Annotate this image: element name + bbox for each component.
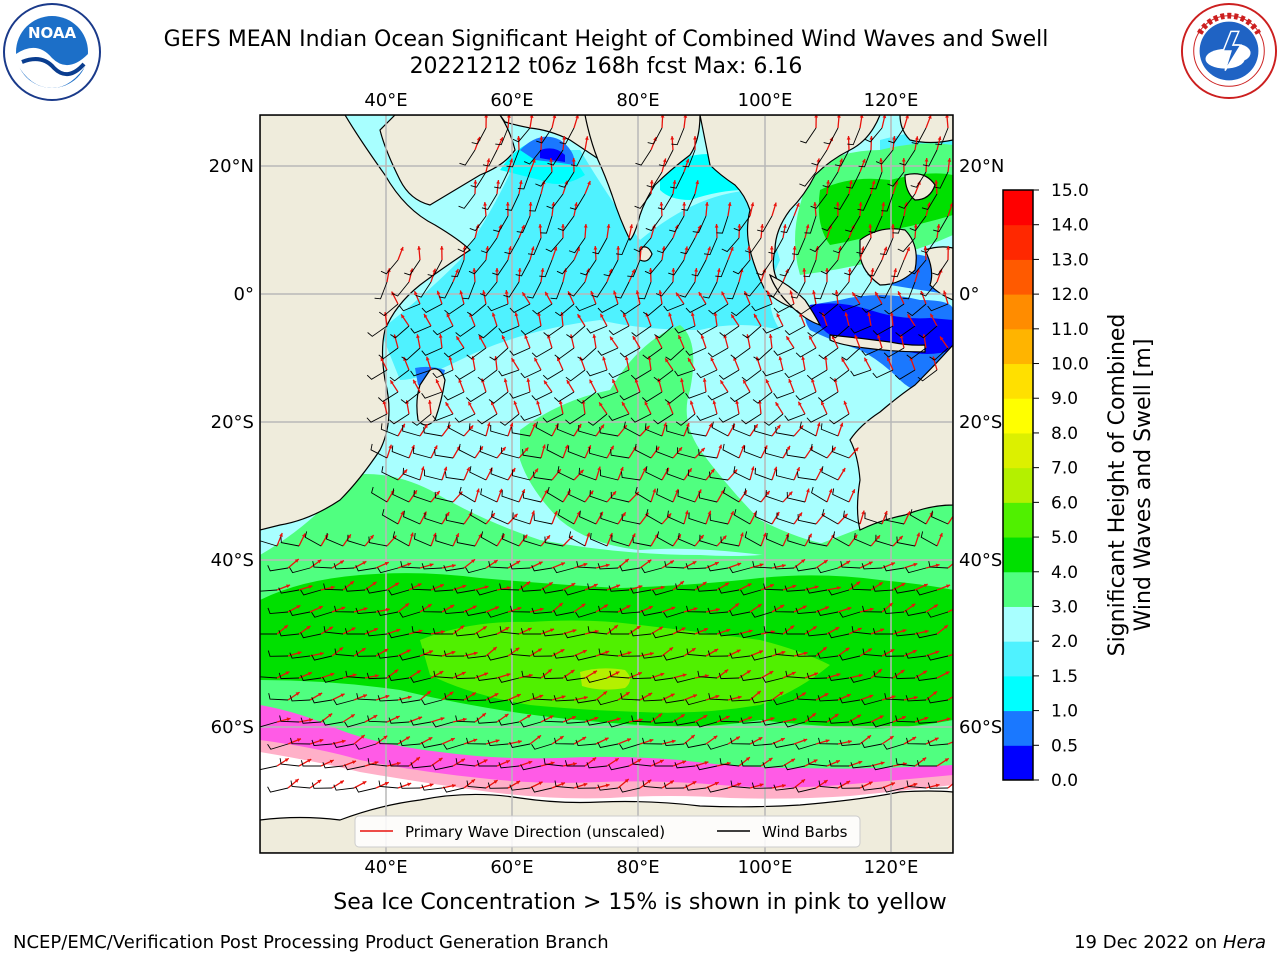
africa-land	[260, 115, 471, 531]
legend-wave-label: Primary Wave Direction (unscaled)	[405, 823, 665, 841]
colorbar-label-line1: Significant Height of Combined	[1105, 314, 1130, 657]
lat-tick-right: 20°S	[959, 412, 1002, 433]
wave-band-5-6	[420, 620, 830, 713]
wave-band-0-0.5	[810, 303, 953, 354]
lon-tick-bottom: 120°E	[864, 857, 919, 878]
colorbar-segment	[1003, 467, 1033, 503]
colorbar-segment	[1003, 363, 1033, 399]
colorbar	[1003, 190, 1033, 781]
lat-tick-left: 0°	[234, 284, 254, 305]
lat-tick-labels: 20°N 0° 20°S 40°S 60°S 20°N 0° 20°S 40°S…	[209, 156, 1005, 738]
colorbar-tick-labels: 0.0 0.5 1.0 1.5 2.0 3.0 4.0 5.0 6.0 7.0 8.0 9.0 10.0…	[1033, 181, 1089, 791]
colorbar-tick-label: 9.0	[1051, 389, 1078, 409]
colorbar-tick-label: 1.0	[1051, 702, 1078, 722]
lat-tick-left: 20°S	[211, 412, 254, 433]
sea-ice-caption: Sea Ice Concentration > 15% is shown in …	[333, 890, 947, 915]
lon-tick-top: 80°E	[616, 90, 659, 111]
run-date-prefix: 19 Dec 2022 on	[1074, 932, 1223, 953]
lat-tick-right: 0°	[959, 284, 979, 305]
lon-tick-labels: 40°E 60°E 80°E 100°E 120°E 40°E 60°E 80°…	[364, 90, 918, 878]
colorbar-tick-label: 8.0	[1051, 424, 1078, 444]
lat-tick-right: 20°N	[959, 156, 1004, 177]
colorbar-segment	[1003, 675, 1033, 712]
lon-tick-top: 120°E	[864, 90, 919, 111]
colorbar-segment	[1003, 328, 1033, 365]
lon-tick-bottom: 80°E	[616, 857, 659, 878]
colorbar-segment	[1003, 710, 1033, 746]
wave-band-3-4	[520, 325, 830, 560]
credit-text: NCEP/EMC/Verification Post Processing Pr…	[13, 932, 609, 953]
colorbar-tick-label: 14.0	[1051, 216, 1089, 236]
wave-band-1.5-2	[380, 150, 780, 380]
colorbar-tick-label: 11.0	[1051, 320, 1089, 340]
lon-tick-bottom: 40°E	[364, 857, 407, 878]
colorbar-label: Significant Height of Combined Wind Wave…	[1105, 314, 1156, 657]
srilanka-land	[639, 246, 653, 262]
colorbar-tick-label: 7.0	[1051, 459, 1078, 479]
colorbar-segment	[1003, 641, 1033, 677]
colorbar-tick-label: 1.5	[1051, 667, 1078, 687]
colorbar-segment	[1003, 432, 1033, 469]
map-gridlines	[260, 115, 953, 853]
colorbar-segment	[1003, 606, 1033, 642]
philippines-land	[899, 115, 953, 144]
lat-tick-left: 20°N	[209, 156, 254, 177]
lat-tick-right: 40°S	[959, 550, 1002, 571]
colorbar-tick-label: 0.0	[1051, 771, 1078, 791]
lon-tick-bottom: 60°E	[490, 857, 533, 878]
map-frame	[259, 114, 954, 854]
colorbar-segment	[1003, 190, 1033, 226]
chart-title: GEFS MEAN Indian Ocean Significant Heigh…	[163, 27, 1049, 52]
lat-tick-left: 60°S	[211, 717, 254, 738]
run-date: 19 Dec 2022 on Hera	[1074, 932, 1266, 953]
noaa-logo-text: NOAA	[28, 24, 77, 42]
colorbar-tick-label: 3.0	[1051, 597, 1078, 617]
colorbar-segment	[1003, 224, 1033, 260]
legend-wind-label: Wind Barbs	[762, 823, 848, 841]
lon-tick-top: 100°E	[738, 90, 793, 111]
colorbar-tick-label: 4.0	[1051, 563, 1078, 583]
colorbar-segment	[1003, 502, 1033, 538]
colorbar-segment	[1003, 571, 1033, 607]
colorbar-segment	[1003, 259, 1033, 295]
colorbar-segment	[1003, 745, 1033, 781]
island-land	[904, 173, 936, 201]
colorbar-tick-label: 2.0	[1051, 632, 1078, 652]
india-land	[584, 115, 701, 242]
colorbar-tick-label: 0.5	[1051, 736, 1078, 756]
noaa-logo-icon: NOAA	[3, 3, 101, 101]
chart-subtitle: 20221212 t06z 168h fcst Max: 6.16	[409, 54, 803, 79]
map-area	[260, 115, 953, 853]
lat-tick-right: 60°S	[959, 717, 1002, 738]
lat-tick-left: 40°S	[211, 550, 254, 571]
lon-tick-bottom: 100°E	[738, 857, 793, 878]
colorbar-segment	[1003, 537, 1033, 573]
australia-land	[849, 344, 953, 531]
colorbar-label-line2: Wind Waves and Swell [m]	[1131, 339, 1156, 632]
colorbar-frame	[1002, 189, 1034, 781]
nws-logo-icon	[1180, 2, 1278, 100]
colorbar-segment	[1003, 294, 1033, 330]
colorbar-tick-label: 15.0	[1051, 181, 1089, 201]
lon-tick-top: 60°E	[490, 90, 533, 111]
sumatra-land	[768, 273, 822, 327]
run-date-machine: Hera	[1222, 932, 1266, 953]
colorbar-segment	[1003, 398, 1033, 434]
borneo-land	[859, 228, 917, 286]
colorbar-tick-label: 10.0	[1051, 355, 1089, 375]
java-land	[829, 334, 926, 353]
colorbar-tick-label: 6.0	[1051, 493, 1078, 513]
lon-tick-top: 40°E	[364, 90, 407, 111]
map-legend: Primary Wave Direction (unscaled) Wind B…	[354, 815, 861, 848]
colorbar-tick-label: 5.0	[1051, 528, 1078, 548]
colorbar-tick-label: 13.0	[1051, 250, 1089, 270]
colorbar-tick-label: 12.0	[1051, 285, 1089, 305]
wave-band-0-0.5	[540, 148, 565, 162]
wind-barbs	[260, 127, 949, 793]
